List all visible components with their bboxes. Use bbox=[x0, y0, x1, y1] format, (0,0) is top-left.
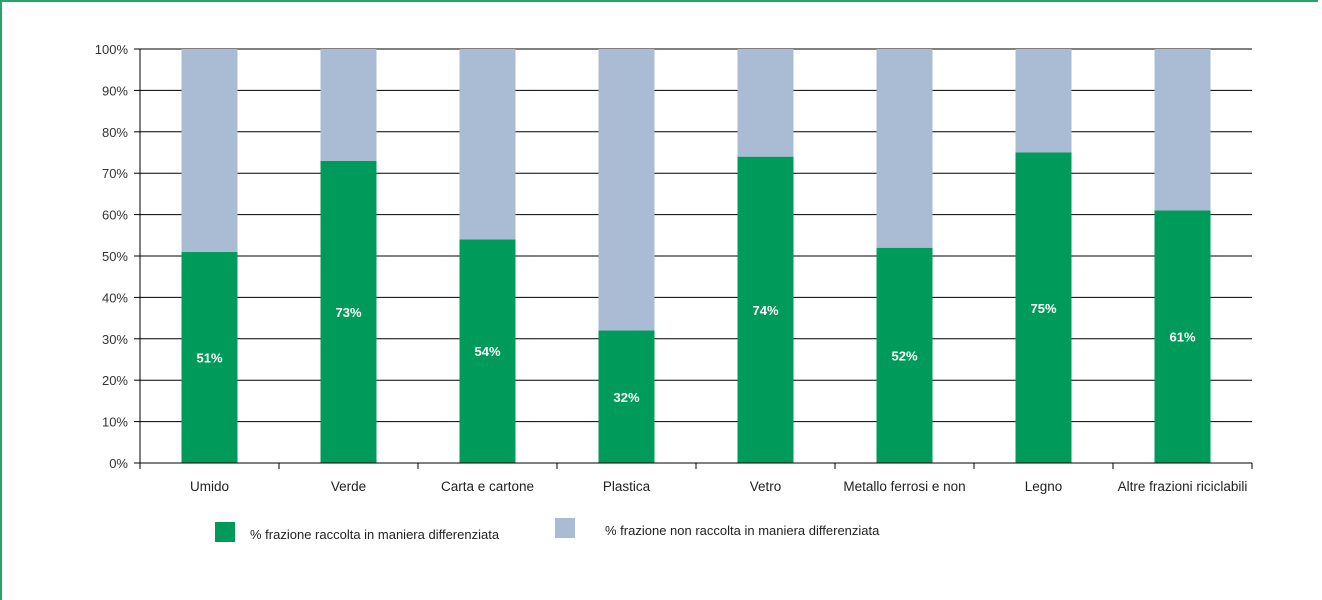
y-tick-label: 80% bbox=[102, 125, 128, 140]
x-category-label: Verde bbox=[331, 479, 366, 494]
bar-collected bbox=[598, 330, 655, 463]
gridlines bbox=[140, 48, 1252, 464]
y-tick-label: 50% bbox=[102, 249, 128, 264]
x-category-label: Carta e cartone bbox=[441, 479, 534, 494]
y-tick-label: 10% bbox=[102, 415, 128, 430]
bar-not-collected bbox=[1154, 49, 1211, 211]
x-category-label: Altre frazioni riciclabili bbox=[1118, 479, 1248, 494]
data-label: 54% bbox=[474, 344, 500, 359]
data-label: 75% bbox=[1030, 301, 1056, 316]
y-axis-ticks: 0% 10% 20% 30% 40% 50% 60% 70% 80% 90% 100% bbox=[95, 42, 141, 471]
y-tick-label: 40% bbox=[102, 290, 128, 305]
data-label: 74% bbox=[752, 303, 778, 318]
bars: 51% 73% 54% 32% 74% 52% 75% 61% bbox=[181, 49, 1211, 463]
data-label: 61% bbox=[1169, 330, 1195, 345]
x-category-label: Plastica bbox=[603, 479, 651, 494]
legend-label-collected: % frazione raccolta in maniera differenz… bbox=[250, 527, 500, 542]
bar-collected bbox=[1015, 152, 1072, 463]
x-category-label: Vetro bbox=[750, 479, 782, 494]
bar-collected bbox=[876, 247, 933, 463]
y-tick-label: 30% bbox=[102, 332, 128, 347]
y-tick-label: 70% bbox=[102, 166, 128, 181]
bar-collected bbox=[459, 239, 516, 463]
legend: % frazione raccolta in maniera differenz… bbox=[215, 518, 880, 542]
y-tick-label: 20% bbox=[102, 373, 128, 388]
x-category-label: Legno bbox=[1025, 479, 1063, 494]
bar-collected bbox=[320, 160, 377, 463]
bar-not-collected bbox=[459, 49, 516, 240]
legend-label-not-collected: % frazione non raccolta in maniera diffe… bbox=[605, 523, 880, 538]
x-category-label: Metallo ferrosi e non bbox=[843, 479, 965, 494]
y-tick-label: 100% bbox=[95, 42, 129, 57]
bar-collected bbox=[181, 251, 238, 463]
data-label: 52% bbox=[891, 348, 917, 363]
bar-not-collected bbox=[1015, 49, 1072, 153]
legend-swatch-collected bbox=[215, 522, 235, 542]
data-label: 73% bbox=[335, 305, 361, 320]
y-tick-label: 90% bbox=[102, 83, 128, 98]
y-tick-label: 0% bbox=[109, 456, 128, 471]
x-category-label: Umido bbox=[190, 479, 229, 494]
legend-swatch-not-collected bbox=[555, 518, 575, 538]
data-label: 51% bbox=[196, 350, 222, 365]
x-axis: Umido Verde Carta e cartone Plastica Vetro Me… bbox=[139, 462, 1253, 494]
bar-collected bbox=[737, 156, 794, 463]
data-label: 32% bbox=[613, 390, 639, 405]
stacked-bar-chart: 0% 10% 20% 30% 40% 50% 60% 70% 80% 90% 100% 51% 73%… bbox=[95, 42, 1253, 542]
bar-not-collected bbox=[876, 49, 933, 248]
bar-not-collected bbox=[598, 49, 655, 331]
bar-not-collected bbox=[181, 49, 238, 252]
bar-collected bbox=[1154, 210, 1211, 463]
bar-not-collected bbox=[320, 49, 377, 161]
y-tick-label: 60% bbox=[102, 208, 128, 223]
bar-not-collected bbox=[737, 49, 794, 157]
